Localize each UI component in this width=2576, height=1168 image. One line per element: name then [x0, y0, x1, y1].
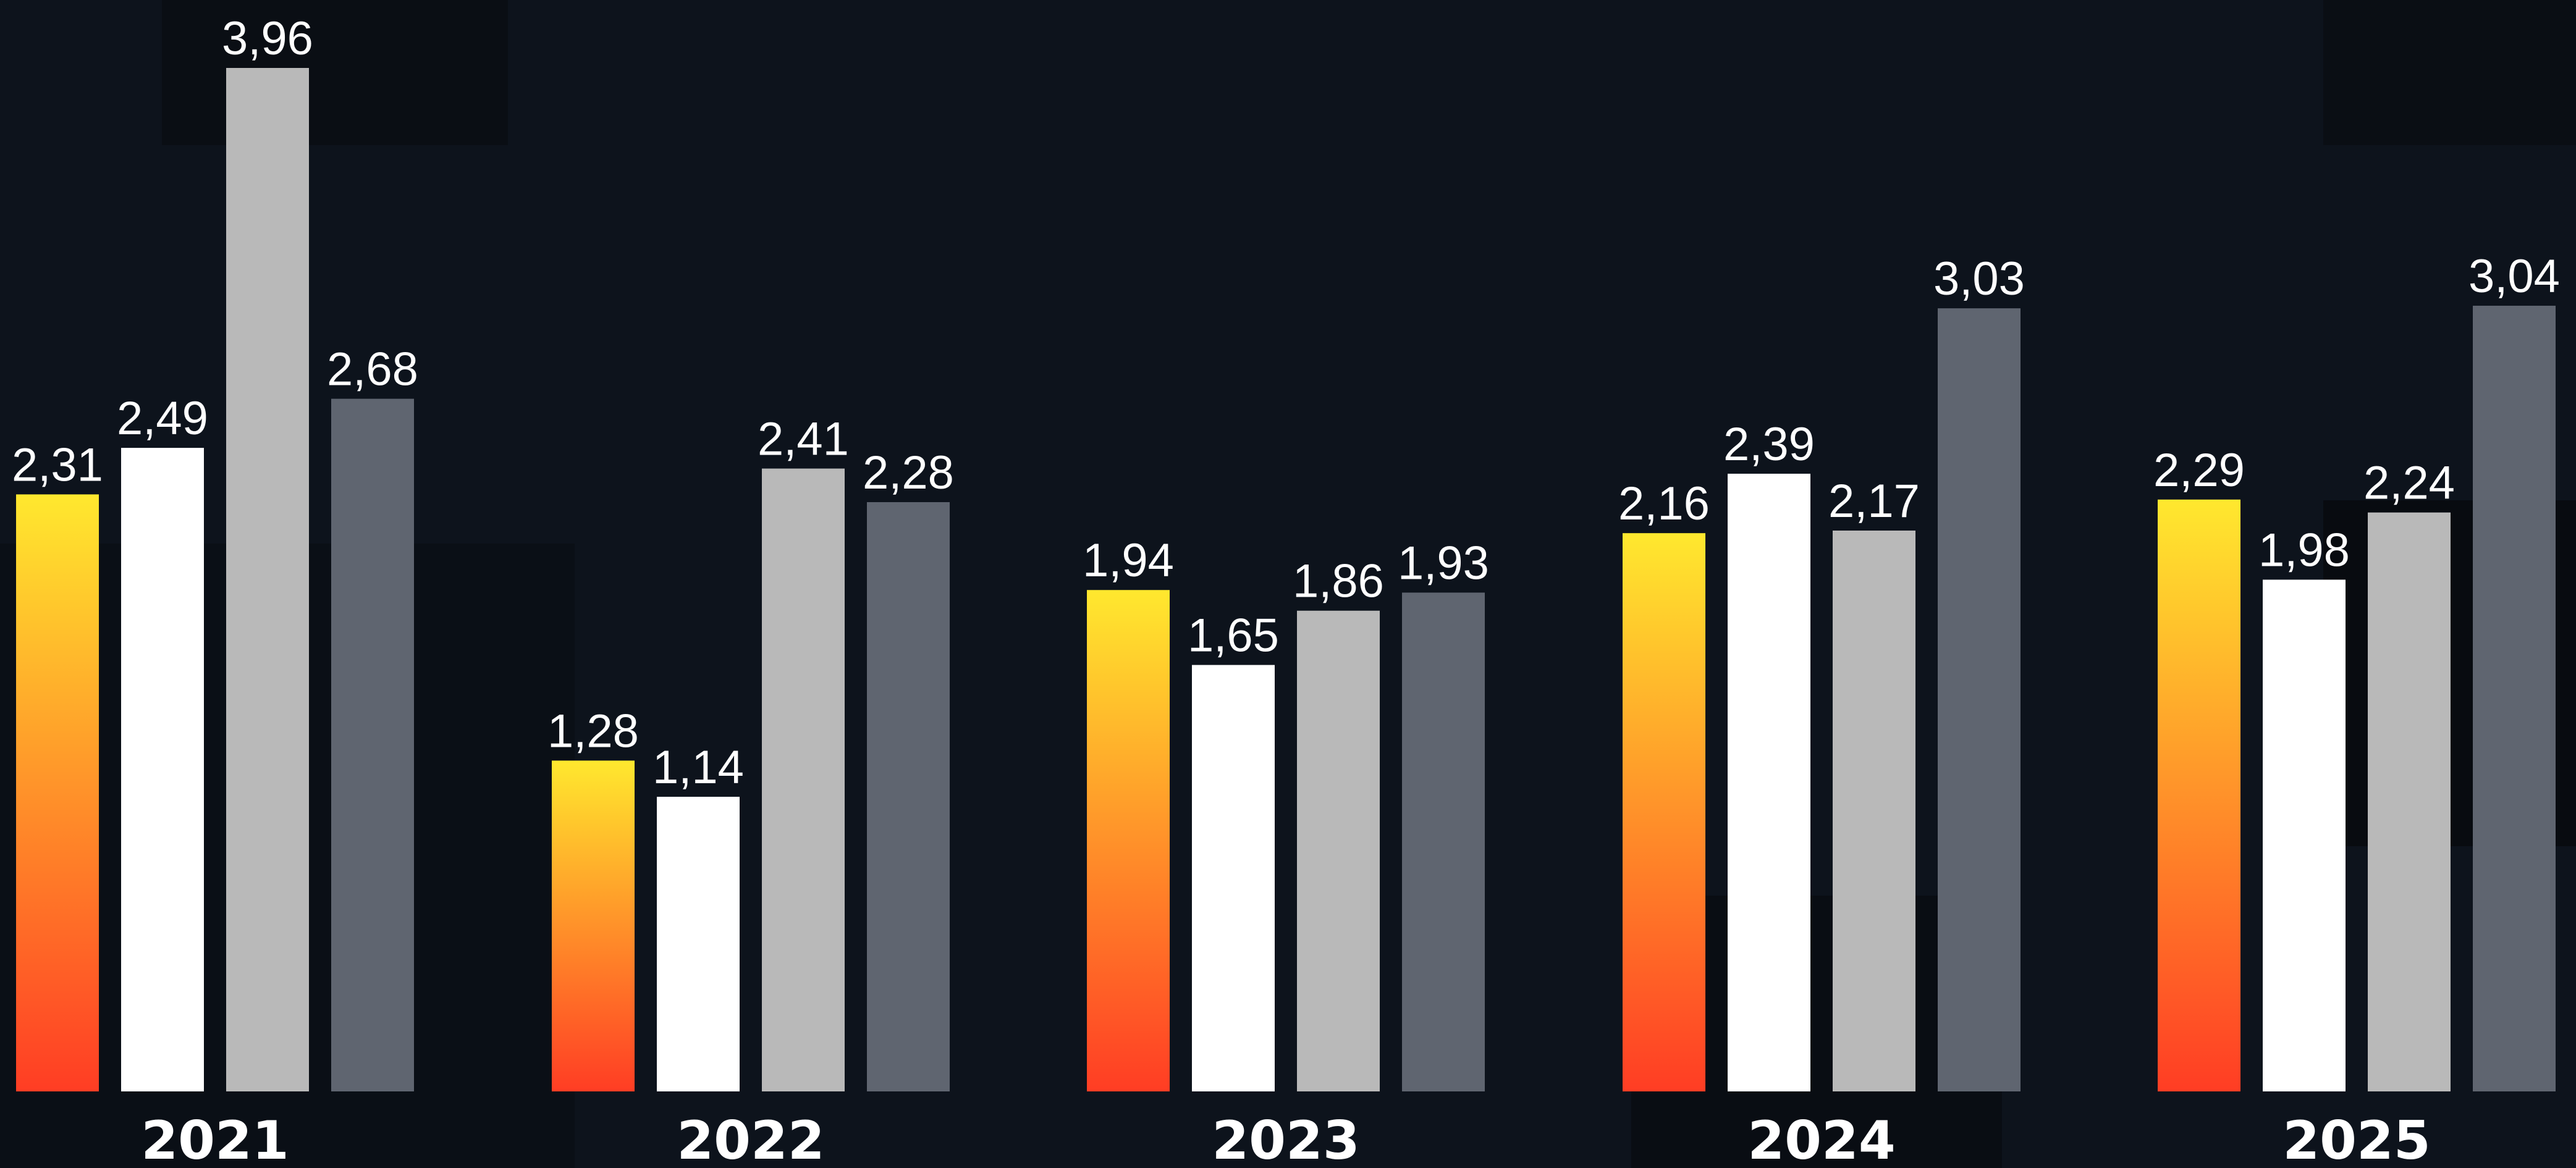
- bar-2025-series-1: [2158, 499, 2240, 1091]
- bar-value-label-2023-series-4: 1,93: [1398, 537, 1489, 589]
- bar-value-label-2023-series-1: 1,94: [1083, 534, 1174, 587]
- bar-value-label-2024-series-2: 2,39: [1723, 418, 1815, 471]
- bar-2025-series-2: [2263, 579, 2346, 1091]
- bar-2025-series-3: [2368, 512, 2451, 1091]
- bar-value-label-2022-series-2: 1,14: [652, 741, 744, 794]
- bar-value-label-2022-series-3: 2,41: [758, 413, 849, 466]
- bar-value-label-2023-series-2: 1,65: [1188, 610, 1279, 662]
- bar-value-label-2025-series-4: 3,04: [2468, 250, 2560, 303]
- bar-value-label-2021-series-4: 2,68: [327, 343, 418, 396]
- bar-value-label-2021-series-2: 2,49: [117, 392, 208, 445]
- bar-2025-series-4: [2473, 305, 2556, 1091]
- bar-2021-series-1: [16, 494, 99, 1091]
- bar-2023-series-1: [1087, 590, 1170, 1091]
- x-axis-tick-label-2022: 2022: [677, 1110, 824, 1168]
- labels-layer: 2,31 2,49 3,96 2,68 2021 1,281,14 2,41 2,28 2022…: [12, 12, 2560, 1168]
- bar-value-label-2023-series-3: 1,86: [1293, 555, 1384, 608]
- bar-value-label-2021-series-3: 3,96: [222, 12, 313, 65]
- bar-value-label-2025-series-1: 2,29: [2153, 444, 2245, 497]
- bar-value-label-2022-series-1: 1,28: [547, 705, 639, 757]
- bar-2024-series-3: [1833, 530, 1915, 1091]
- x-axis-tick-label-2025: 2025: [2283, 1110, 2430, 1168]
- bar-2023-series-4: [1402, 592, 1485, 1091]
- bar-value-label-2022-series-4: 2,28: [863, 447, 954, 499]
- bars-layer: [16, 68, 2556, 1092]
- bar-value-label-2025-series-3: 2,24: [2363, 457, 2455, 510]
- bar-2021-series-3: [226, 68, 309, 1091]
- x-axis-tick-label-2021: 2021: [141, 1110, 289, 1168]
- bar-2024-series-1: [1623, 533, 1705, 1091]
- bar-2022-series-3: [762, 468, 845, 1091]
- bar-value-label-2024-series-1: 2,16: [1618, 477, 1710, 530]
- bar-value-label-2025-series-2: 1,98: [2258, 524, 2350, 577]
- bar-2022-series-2: [657, 796, 740, 1091]
- bar-2024-series-2: [1728, 473, 1810, 1091]
- bar-2023-series-3: [1297, 610, 1380, 1091]
- x-axis-tick-label-2023: 2023: [1212, 1110, 1359, 1168]
- bar-2022-series-4: [867, 502, 950, 1091]
- bar-value-label-2024-series-4: 3,03: [1933, 253, 2025, 305]
- x-axis-tick-label-2024: 2024: [1747, 1110, 1895, 1168]
- bar-2021-series-2: [121, 448, 204, 1091]
- bar-2023-series-2: [1192, 665, 1275, 1091]
- bar-value-label-2024-series-3: 2,17: [1828, 475, 1920, 527]
- bar-2024-series-4: [1938, 308, 2021, 1092]
- bar-2022-series-1: [552, 760, 635, 1091]
- bar-value-label-2021-series-1: 2,31: [12, 439, 103, 491]
- bar-2021-series-4: [331, 398, 414, 1091]
